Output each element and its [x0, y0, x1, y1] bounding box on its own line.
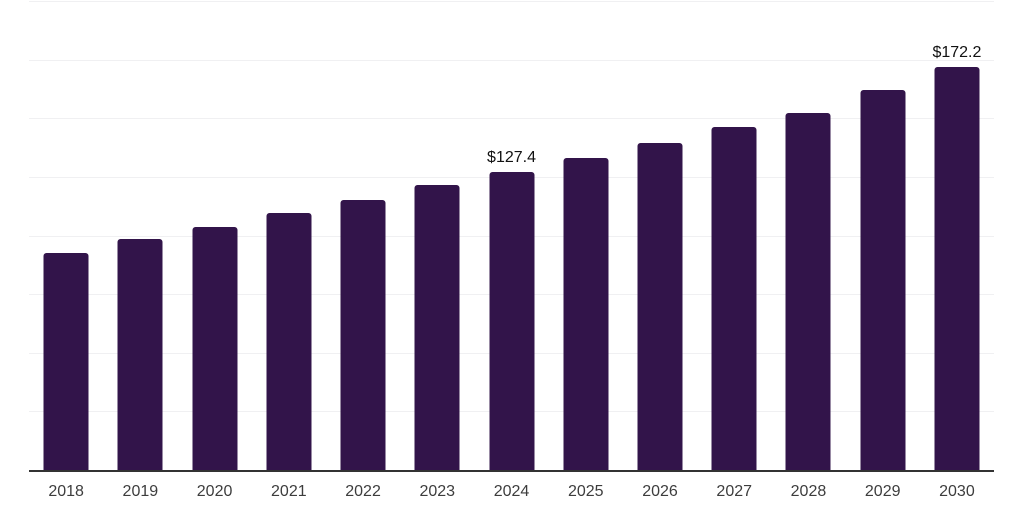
bar-band-2025: [549, 2, 623, 471]
bar-band-2030: $172.2: [920, 2, 994, 471]
x-tick-2025: 2025: [567, 483, 604, 500]
bar-2027: [711, 127, 757, 471]
bar-2021: [266, 212, 312, 471]
data-label-2030: $172.2: [932, 44, 982, 62]
bar-band-2026: [623, 2, 697, 471]
bar-2019: [117, 239, 163, 471]
x-tick-2023: 2023: [419, 483, 456, 500]
bar-band-2024: $127.4: [474, 2, 548, 471]
bar-band-2027: [697, 2, 771, 471]
bar-2024: [489, 172, 535, 471]
x-tick-2020: 2020: [196, 483, 233, 500]
bar-2018: [43, 252, 89, 471]
bar-band-2022: [326, 2, 400, 471]
x-tick-2021: 2021: [271, 483, 307, 500]
data-label-2024: $127.4: [487, 149, 536, 167]
bar-2030: [934, 67, 980, 471]
x-tick-2030: 2030: [939, 483, 975, 500]
bars-container: $127.4 $172.2: [29, 2, 994, 471]
bar-band-2020: [177, 2, 251, 471]
bar-band-2021: [252, 2, 326, 471]
bar-2026: [637, 142, 683, 471]
x-tick-2028: 2028: [790, 483, 827, 500]
bar-2023: [414, 185, 460, 471]
x-tick-2027: 2027: [716, 483, 753, 500]
bar-band-2028: [771, 2, 845, 471]
gridline-150: [29, 118, 994, 120]
x-axis-labels: 2018 2019 2020 2021 2022 2023 2024 2025 2026 2027…: [29, 483, 994, 501]
gridline-175: [29, 59, 994, 61]
x-tick-2018: 2018: [48, 483, 84, 500]
bar-2022: [340, 200, 386, 471]
gridline-200: [29, 1, 994, 2]
bar-band-2023: [400, 2, 474, 471]
x-tick-2026: 2026: [642, 483, 678, 500]
plot-area: $127.4 $172.2: [29, 1, 994, 471]
x-tick-2022: 2022: [345, 483, 381, 500]
x-tick-2024: 2024: [493, 483, 530, 500]
bar-band-2018: [29, 2, 103, 471]
bar-2028: [785, 112, 831, 471]
bar-band-2019: [103, 2, 177, 471]
x-tick-2019: 2019: [122, 483, 159, 500]
bar-2029: [860, 90, 906, 471]
x-axis-line: [29, 470, 994, 472]
bar-2025: [563, 157, 609, 471]
bar-2020: [192, 227, 238, 471]
bar-band-2029: [846, 2, 920, 471]
x-tick-2029: 2029: [864, 483, 901, 500]
